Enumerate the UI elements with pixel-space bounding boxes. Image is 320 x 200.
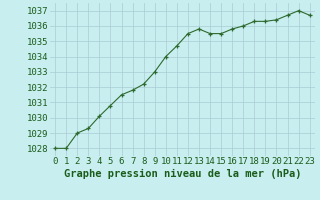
X-axis label: Graphe pression niveau de la mer (hPa): Graphe pression niveau de la mer (hPa): [64, 169, 301, 179]
